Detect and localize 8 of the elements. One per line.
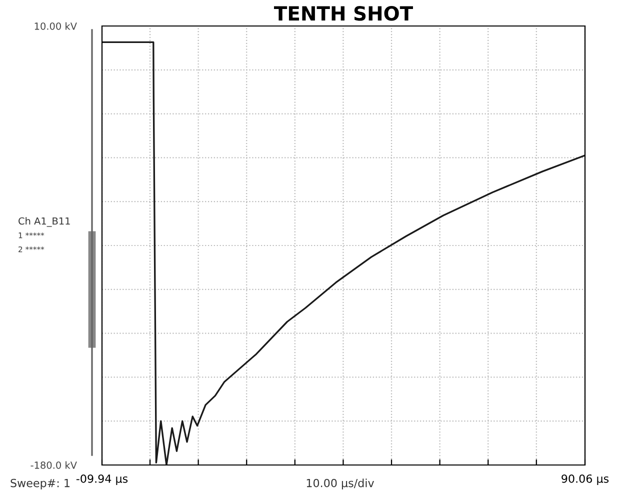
x-tick-label: 90.06 µs [562,474,609,486]
x-tick-label: -09.94 µs [76,474,128,486]
text: Sweep#: 1 [10,478,70,490]
y-tick-label: 10.00 kV [34,22,77,30]
y-tick-label: -180.0 kV [30,461,77,469]
chart-title: TENTH SHOT [274,6,413,21]
text: 10.00 µs/div [306,478,374,490]
text: Ch A1_B11 [18,217,70,227]
